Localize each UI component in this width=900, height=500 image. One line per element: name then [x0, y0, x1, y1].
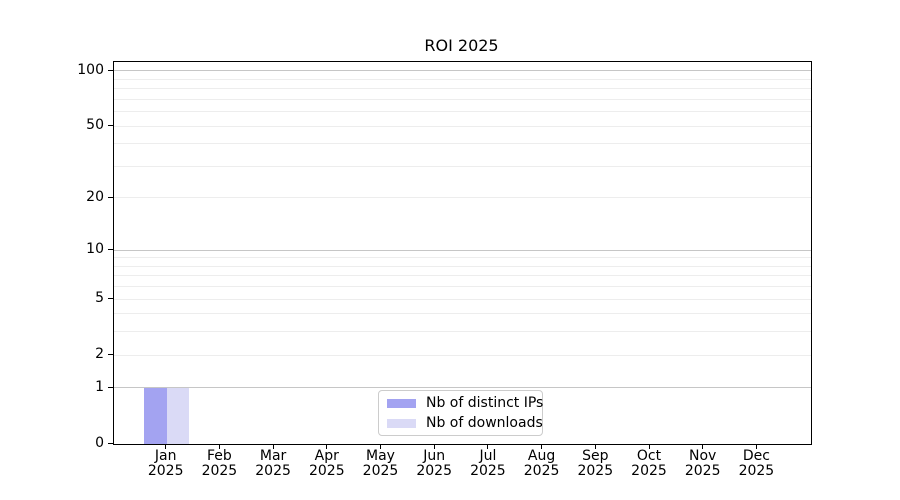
- x-tick-label: Apr 2025: [292, 449, 362, 479]
- x-tick-month: Oct: [636, 448, 662, 464]
- y-tick-label: 20: [86, 188, 104, 205]
- x-tick-year: 2025: [308, 463, 345, 479]
- x-tick-month: May: [366, 448, 395, 464]
- y-tick-label: 5: [95, 290, 104, 307]
- x-tick-year: 2025: [416, 463, 452, 479]
- y-tick-mark: [108, 386, 113, 388]
- x-tick-mark: [755, 444, 757, 449]
- x-tick-month: Nov: [689, 448, 717, 464]
- chart-title: ROI 2025: [424, 36, 499, 55]
- x-tick-year: 2025: [470, 463, 506, 479]
- gridline-minor: [114, 143, 811, 145]
- x-tick-mark: [380, 444, 381, 449]
- x-tick-month: Sep: [582, 448, 609, 464]
- x-tick-year: 2025: [577, 463, 614, 479]
- x-tick-month: Mar: [259, 448, 287, 464]
- bar-nb-of-distinct-ips-jan: [144, 387, 167, 444]
- legend-swatch: [387, 418, 416, 428]
- x-tick-label: Nov 2025: [668, 449, 738, 479]
- y-tick-mark: [108, 298, 113, 300]
- gridline-major: [114, 249, 811, 251]
- legend-entry: Nb of distinct IPs: [387, 394, 544, 412]
- x-tick-label: Aug 2025: [507, 449, 577, 479]
- gridline-minor: [114, 125, 811, 127]
- legend-label: Nb of downloads: [426, 414, 543, 431]
- x-tick-label: May 2025: [346, 449, 416, 479]
- gridline-minor: [114, 354, 811, 356]
- gridline-minor: [114, 265, 811, 267]
- legend: Nb of distinct IPs Nb of downloads: [378, 390, 543, 436]
- y-tick-label: 10: [86, 241, 104, 258]
- legend-label: Nb of distinct IPs: [426, 394, 544, 411]
- x-tick-year: 2025: [255, 463, 291, 479]
- x-tick-label: Mar 2025: [238, 449, 308, 479]
- gridline-minor: [114, 313, 811, 315]
- legend-swatch: [387, 398, 416, 408]
- gridline-minor: [114, 286, 811, 288]
- x-tick-mark: [541, 444, 543, 449]
- y-tick-label: 1: [95, 378, 104, 395]
- gridline-minor: [114, 257, 811, 259]
- gridline-major: [114, 387, 811, 389]
- x-tick-label: Jan 2025: [131, 449, 201, 479]
- y-tick-mark: [108, 354, 113, 356]
- x-tick-mark: [594, 444, 596, 449]
- x-tick-year: 2025: [523, 463, 560, 479]
- y-tick-label: 100: [77, 61, 104, 78]
- y-tick-label: 2: [95, 346, 104, 363]
- x-tick-year: 2025: [362, 463, 399, 479]
- x-tick-label: Sep 2025: [560, 449, 630, 479]
- x-tick-label: Feb 2025: [184, 449, 254, 479]
- x-tick-mark: [218, 444, 220, 449]
- x-tick-month: Apr: [314, 448, 339, 464]
- x-tick-mark: [487, 444, 489, 449]
- y-tick-mark: [108, 196, 113, 198]
- x-tick-mark: [433, 444, 435, 449]
- y-tick-label: 50: [86, 117, 104, 134]
- gridline-major: [114, 70, 811, 72]
- gridline-minor: [114, 275, 811, 277]
- x-tick-mark: [648, 444, 650, 449]
- x-tick-year: 2025: [631, 463, 667, 479]
- y-tick-mark: [108, 125, 113, 127]
- y-tick-label: 0: [95, 435, 104, 451]
- x-tick-label: Oct 2025: [614, 449, 684, 479]
- x-tick-month: Feb: [206, 448, 232, 464]
- y-tick-mark: [108, 249, 113, 251]
- x-tick-label: Dec 2025: [721, 449, 791, 479]
- x-tick-label: Jul 2025: [453, 449, 523, 479]
- x-tick-month: Jul: [479, 448, 497, 464]
- x-tick-month: Jun: [423, 448, 446, 464]
- x-tick-year: 2025: [684, 463, 721, 479]
- bar-nb-of-downloads-jan: [166, 387, 189, 444]
- x-tick-year: 2025: [147, 463, 184, 479]
- gridline-minor: [114, 197, 811, 199]
- gridline-minor: [114, 88, 811, 90]
- x-tick-month: Aug: [527, 448, 556, 464]
- x-tick-mark: [326, 444, 328, 449]
- gridline-minor: [114, 165, 811, 167]
- y-tick-mark: [108, 443, 113, 444]
- x-tick-label: Jun 2025: [399, 449, 469, 479]
- x-tick-mark: [702, 444, 704, 449]
- gridline-minor: [114, 331, 811, 333]
- gridline-minor: [114, 298, 811, 300]
- gridline-minor: [114, 111, 811, 113]
- y-tick-mark: [108, 69, 113, 71]
- x-tick-year: 2025: [201, 463, 238, 479]
- gridline-minor: [114, 78, 811, 80]
- gridline-minor: [114, 98, 811, 100]
- x-tick-month: Jan: [154, 448, 177, 464]
- plot-area: [113, 61, 812, 445]
- x-tick-month: Dec: [742, 448, 770, 464]
- x-tick-mark: [165, 444, 167, 449]
- legend-entry: Nb of downloads: [387, 414, 543, 432]
- x-tick-year: 2025: [738, 463, 775, 479]
- x-tick-mark: [272, 444, 274, 449]
